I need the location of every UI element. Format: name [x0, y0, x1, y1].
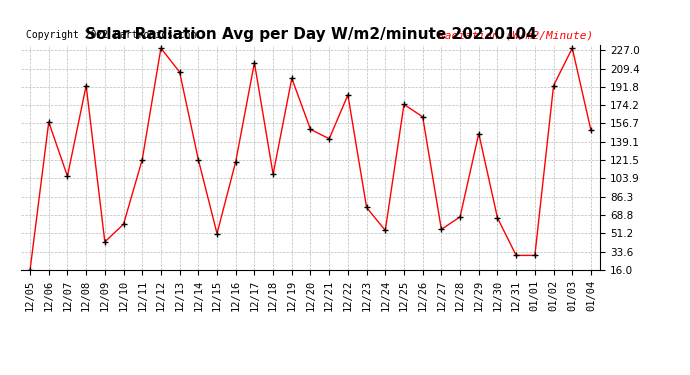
Title: Solar Radiation Avg per Day W/m2/minute 20220104: Solar Radiation Avg per Day W/m2/minute … — [85, 27, 536, 42]
Text: Radiation (W/m2/Minute): Radiation (W/m2/Minute) — [438, 30, 593, 40]
Text: Copyright 2022 Cartronics.com: Copyright 2022 Cartronics.com — [26, 30, 197, 40]
